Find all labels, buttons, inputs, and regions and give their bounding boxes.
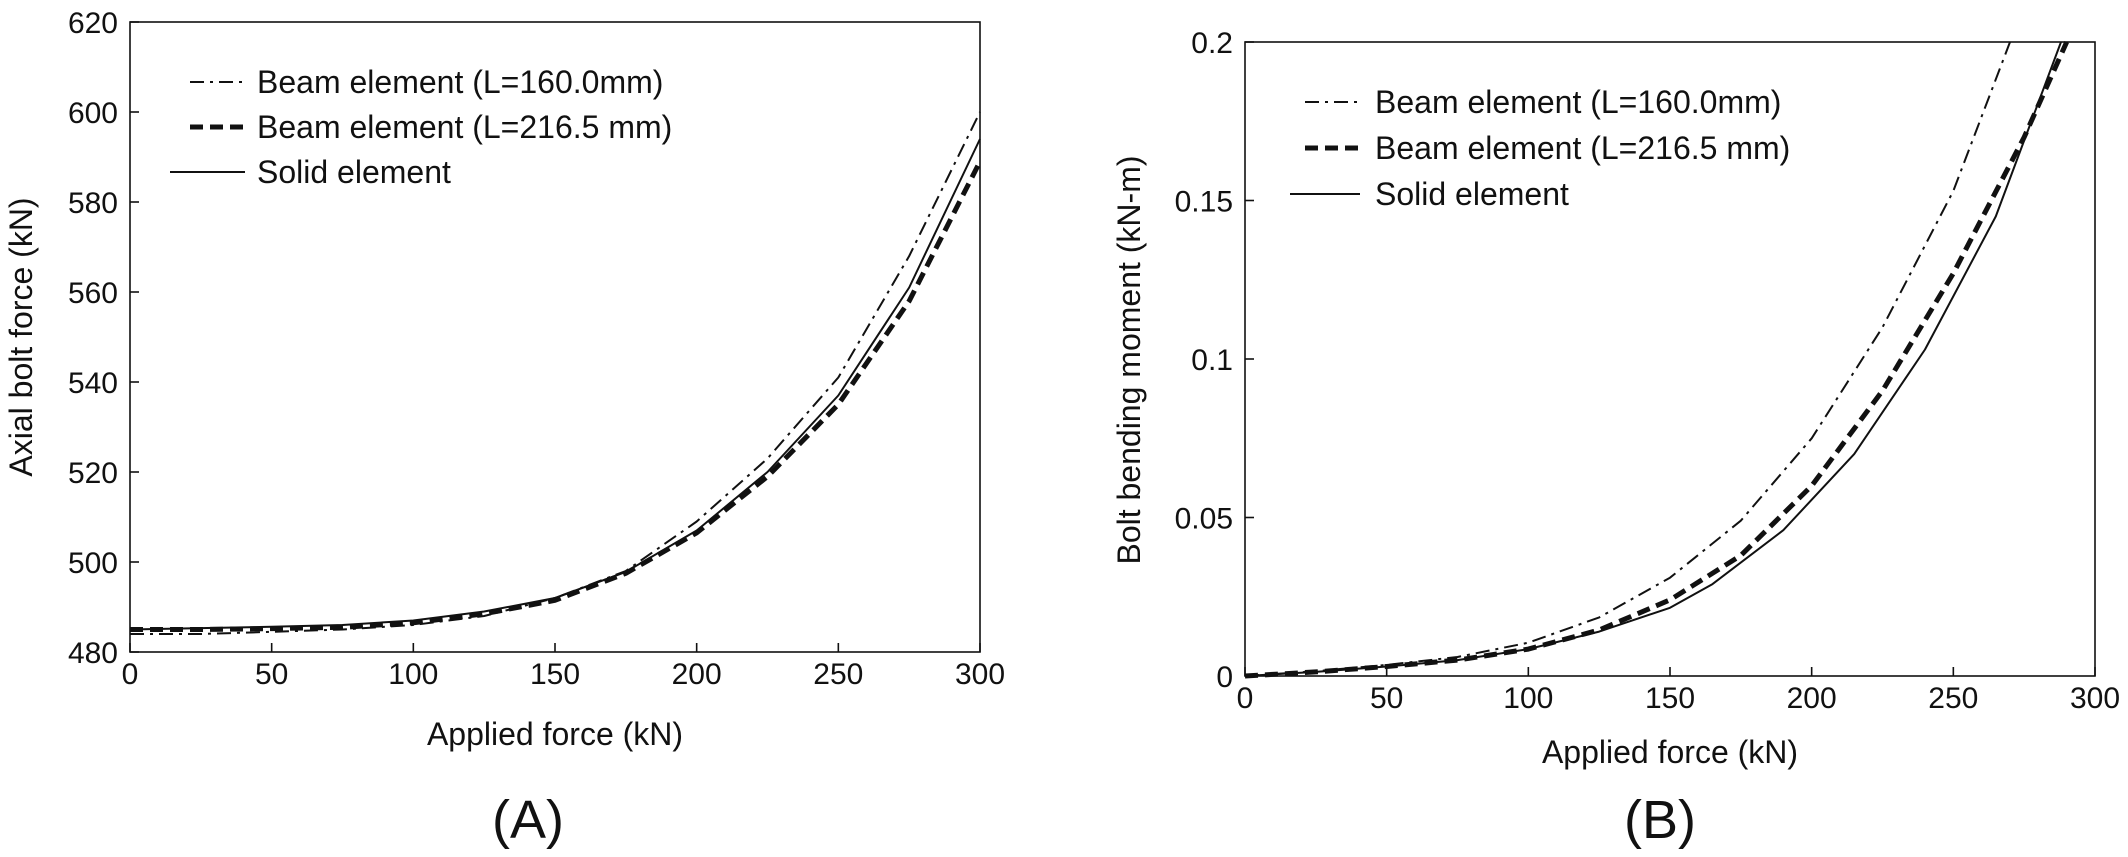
- x-tick-label-a-2: 100: [388, 658, 438, 691]
- legend-label-a-1: Beam element (L=160.0mm): [257, 64, 663, 100]
- x-tick-label-a-5: 250: [813, 658, 863, 691]
- legend-a: Beam element (L=160.0mm) Beam element (L…: [170, 64, 672, 190]
- legend-label-a-2: Beam element (L=216.5 mm): [257, 109, 672, 145]
- x-tick-label-a-0: 0: [122, 658, 139, 691]
- series-line-b-3: [1244, 41, 2062, 677]
- x-tick-label-a-1: 50: [255, 658, 288, 691]
- panel-b: 0 50 100 150 200 250 300 0 0.05 0.1 0.15 0.2 Beam …: [1111, 27, 2120, 850]
- legend-label-b-2: Beam element (L=216.5 mm): [1375, 130, 1790, 166]
- legend-label-b-1: Beam element (L=160.0mm): [1375, 84, 1781, 120]
- legend-label-a-3: Solid element: [257, 154, 451, 190]
- y-tick-label-a-3: 540: [68, 367, 118, 400]
- x-tick-label-b-1: 50: [1370, 682, 1403, 715]
- series-group-b: [1244, 40, 2069, 679]
- legend-label-b-3: Solid element: [1375, 176, 1569, 212]
- y-tick-label-b-4: 0.2: [1191, 27, 1233, 60]
- series-line-a-2: [130, 160, 983, 632]
- y-tick-label-a-6: 600: [68, 97, 118, 130]
- y-tick-label-a-5: 580: [68, 187, 118, 220]
- x-tick-label-b-3: 150: [1645, 682, 1695, 715]
- series-line-a-3: [129, 138, 981, 631]
- panel-a: 0 50 100 150 200 250 300 480 500 520 540 560 580 600…: [3, 7, 1005, 850]
- legend-b: Beam element (L=160.0mm) Beam element (L…: [1290, 84, 1790, 212]
- x-tick-label-b-0: 0: [1237, 682, 1254, 715]
- tick-marks-a: [129, 21, 981, 653]
- y-tick-label-a-0: 480: [68, 637, 118, 670]
- y-tick-labels-b: 0 0.05 0.1 0.15 0.2: [1175, 27, 1233, 694]
- panel-label-b: (B): [1624, 790, 1696, 850]
- y-tick-label-b-2: 0.1: [1191, 344, 1233, 377]
- y-tick-label-a-1: 500: [68, 547, 118, 580]
- x-tick-labels-b: 0 50 100 150 200 250 300: [1237, 682, 2120, 715]
- x-tick-label-b-4: 200: [1787, 682, 1837, 715]
- x-tick-labels-a: 0 50 100 150 200 250 300: [122, 658, 1005, 691]
- x-axis-title-b: Applied force (kN): [1542, 734, 1798, 770]
- x-tick-label-a-6: 300: [955, 658, 1005, 691]
- y-tick-label-a-4: 560: [68, 277, 118, 310]
- x-tick-label-b-5: 250: [1928, 682, 1978, 715]
- y-tick-label-b-1: 0.05: [1175, 503, 1233, 536]
- x-tick-label-b-6: 300: [2070, 682, 2120, 715]
- y-tick-label-a-2: 520: [68, 457, 118, 490]
- y-tick-label-a-7: 620: [68, 7, 118, 40]
- y-tick-label-b-3: 0.15: [1175, 186, 1233, 219]
- y-tick-labels-a: 480 500 520 540 560 580 600 620: [68, 7, 118, 670]
- x-axis-title-a: Applied force (kN): [427, 716, 683, 752]
- panel-label-a: (A): [492, 790, 564, 850]
- y-axis-title-a: Axial bolt force (kN): [3, 197, 39, 476]
- series-group-a: [129, 111, 983, 635]
- y-tick-label-b-0: 0: [1216, 661, 1233, 694]
- x-tick-label-b-2: 100: [1503, 682, 1553, 715]
- x-tick-label-a-3: 150: [530, 658, 580, 691]
- y-axis-title-b: Bolt bending moment (kN-m): [1111, 155, 1147, 564]
- x-tick-label-a-4: 200: [672, 658, 722, 691]
